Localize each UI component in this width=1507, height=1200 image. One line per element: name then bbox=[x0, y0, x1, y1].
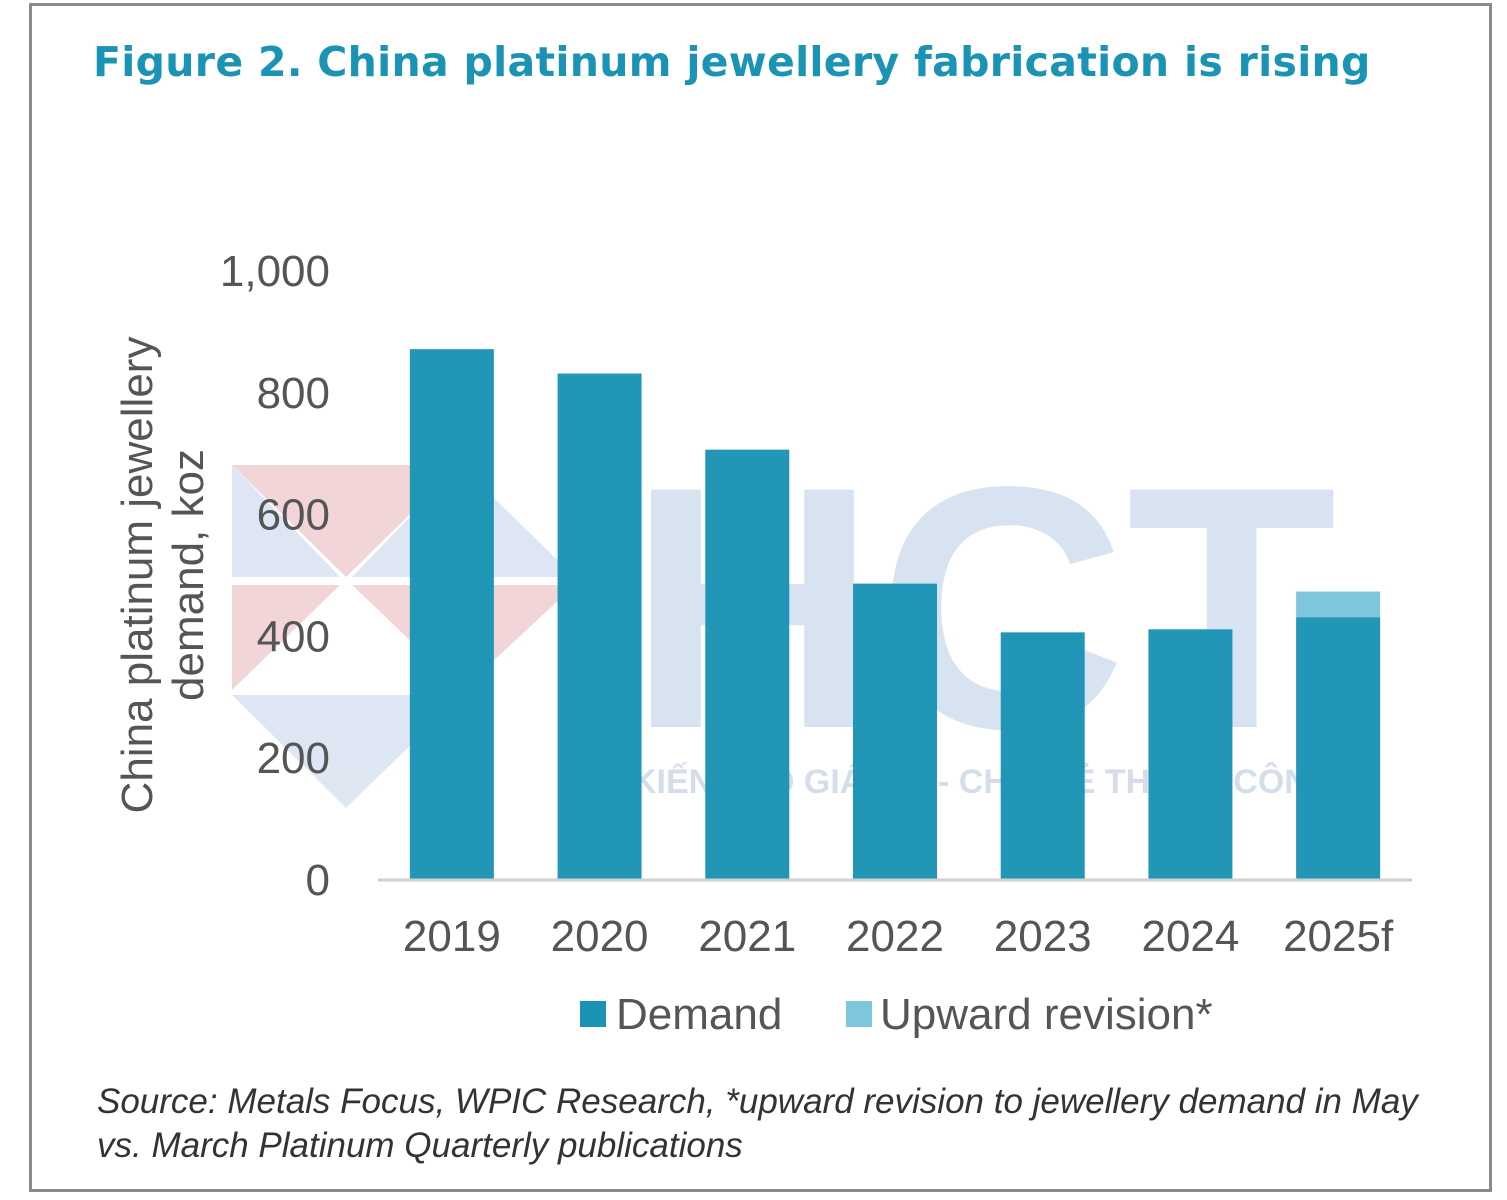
x-axis-ticks: 2019 2020 2021 2022 2023 2024 2025f bbox=[403, 912, 1394, 961]
bar-demand-2022 bbox=[853, 583, 937, 879]
legend-label-upward-revision: Upward revision* bbox=[880, 990, 1213, 1039]
y-tick-label: 1,000 bbox=[220, 247, 330, 296]
source-note: Source: Metals Focus, WPIC Research, *up… bbox=[97, 1082, 1418, 1165]
legend-swatch-demand bbox=[580, 1001, 606, 1027]
y-tick-label: 800 bbox=[257, 369, 330, 418]
bar-demand-2023 bbox=[1000, 632, 1085, 879]
y-axis-label: China platinum jewellery demand, koz bbox=[113, 337, 213, 814]
y-axis-ticks: 0 200 400 600 800 1,000 bbox=[220, 247, 330, 905]
y-tick-label: 0 bbox=[306, 856, 330, 905]
y-axis-label-line: China platinum jewellery bbox=[113, 337, 162, 814]
figure-title: Figure 2. China platinum jewellery fabri… bbox=[93, 38, 1371, 86]
watermark-triangle-top-red bbox=[232, 465, 460, 577]
bar-demand-2020 bbox=[557, 373, 642, 879]
bar-demand-2019 bbox=[409, 349, 494, 879]
bar-demand-2025f bbox=[1296, 617, 1381, 879]
x-tick-label-2021: 2021 bbox=[698, 912, 796, 961]
y-tick-label: 400 bbox=[257, 612, 330, 661]
watermark-triangle-top-blue bbox=[232, 465, 340, 577]
x-tick-label-2022: 2022 bbox=[846, 912, 944, 961]
bar-demand-2021 bbox=[705, 449, 790, 879]
bar-upward-revision-2025f bbox=[1296, 591, 1381, 618]
x-tick-label-2023: 2023 bbox=[994, 912, 1092, 961]
y-tick-label: 600 bbox=[257, 491, 330, 540]
y-tick-label: 200 bbox=[257, 734, 330, 783]
y-axis-label-line: demand, koz bbox=[164, 449, 213, 701]
x-tick-label-2024: 2024 bbox=[1141, 912, 1239, 961]
x-tick-label-2025f: 2025f bbox=[1283, 912, 1394, 961]
legend-label-demand: Demand bbox=[616, 990, 782, 1039]
watermark-triangle-bottom-blue bbox=[232, 695, 462, 808]
legend: Demand Upward revision* bbox=[580, 990, 1213, 1039]
x-tick-label-2020: 2020 bbox=[551, 912, 649, 961]
x-tick-label-2019: 2019 bbox=[403, 912, 501, 961]
watermark-triangle-left-red bbox=[232, 585, 340, 690]
legend-swatch-upward-revision bbox=[846, 1001, 872, 1027]
bar-demand-2024 bbox=[1148, 629, 1233, 879]
bars bbox=[409, 349, 1381, 879]
